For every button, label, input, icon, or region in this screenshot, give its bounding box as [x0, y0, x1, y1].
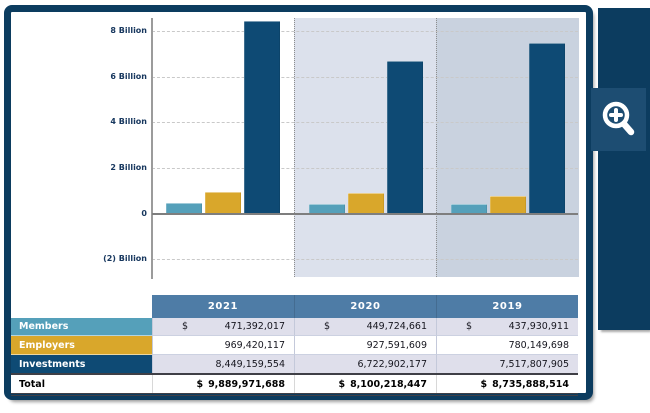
chart-panel-2020: [294, 18, 437, 277]
currency-symbol: $: [338, 378, 346, 390]
cell-members-2019: $ 437,930,911: [436, 318, 578, 336]
table-row-employers: Employers 969,420,117 927,591,609 780,14…: [11, 336, 578, 355]
bar-group-2020: [295, 60, 437, 214]
cell-value: 9,889,971,688: [208, 378, 285, 390]
cell-value: 780,149,698: [508, 339, 569, 351]
right-sidebar: [598, 8, 650, 330]
zoom-in-magnifier-icon: [599, 99, 639, 141]
stacked-year-bar-chart: 8 Billion 6 Billion 4 Billion 2 Billion …: [11, 12, 586, 292]
bar-investments-2020: [387, 60, 423, 214]
zero-baseline: [152, 213, 578, 215]
y-tick-6-billion: 6 Billion: [110, 72, 147, 81]
currency-symbol: $: [480, 378, 488, 390]
bar-investments-2019: [529, 42, 565, 214]
cell-value: 8,100,218,447: [350, 378, 427, 390]
cell-investments-2019: 7,517,807,905: [436, 355, 578, 373]
cell-members-2021: $ 471,392,017: [152, 318, 294, 336]
table-row-investments: Investments 8,449,159,554 6,722,902,177 …: [11, 355, 578, 373]
table-row-members: Members $ 471,392,017 $ 449,724,661 $ 43…: [11, 318, 578, 336]
y-axis-line: [151, 18, 153, 279]
cell-value: 8,735,888,514: [492, 378, 569, 390]
bar-investments-2021: [244, 21, 280, 214]
zoom-in-button[interactable]: [591, 88, 646, 151]
chart-panel-2019: [436, 18, 579, 277]
bar-group-2019: [437, 42, 579, 214]
financial-report-card: 8 Billion 6 Billion 4 Billion 2 Billion …: [4, 5, 593, 400]
cell-value: 449,724,661: [366, 321, 427, 332]
cell-value: 471,392,017: [224, 321, 285, 332]
y-tick-2-billion: 2 Billion: [110, 163, 147, 172]
currency-symbol: $: [324, 321, 331, 332]
table-row-total: Total $ 9,889,971,688 $ 8,100,218,447 $ …: [11, 373, 578, 396]
bar-employers-2021: [205, 191, 241, 214]
cell-employers-2019: 780,149,698: [436, 336, 578, 355]
cell-value: 7,517,807,905: [499, 358, 569, 370]
y-tick-4-billion: 4 Billion: [110, 117, 147, 126]
cell-employers-2021: 969,420,117: [152, 336, 294, 355]
row-label-employers: Employers: [11, 336, 152, 355]
cell-value: 437,930,911: [508, 321, 569, 332]
table-header-2019: 2019: [436, 295, 578, 318]
row-label-total: Total: [11, 375, 152, 393]
bar-employers-2020: [348, 192, 384, 214]
gridline-2b: [152, 168, 578, 169]
cell-value: 6,722,902,177: [357, 358, 427, 370]
gridline-4b: [152, 122, 578, 123]
table-header-row: 2021 2020 2019: [152, 295, 578, 318]
cell-investments-2020: 6,722,902,177: [294, 355, 436, 373]
currency-symbol: $: [196, 378, 204, 390]
cell-value: 969,420,117: [224, 339, 285, 351]
y-tick-8-billion: 8 Billion: [110, 26, 147, 35]
cell-total-2019: $ 8,735,888,514: [436, 375, 578, 393]
currency-symbol: $: [466, 321, 473, 332]
gridline-6b: [152, 77, 578, 78]
cell-total-2021: $ 9,889,971,688: [152, 375, 294, 393]
bar-members-2020: [309, 203, 345, 214]
cell-investments-2021: 8,449,159,554: [152, 355, 294, 373]
bar-members-2019: [451, 204, 487, 214]
gridline-neg2b: [152, 259, 578, 260]
row-label-investments: Investments: [11, 355, 152, 373]
y-tick-zero: 0: [141, 209, 147, 218]
bar-members-2021: [166, 203, 202, 214]
cell-members-2020: $ 449,724,661: [294, 318, 436, 336]
chart-panel-2021: [152, 18, 294, 277]
cell-value: 927,591,609: [366, 339, 427, 351]
bar-group-2021: [152, 21, 294, 214]
cell-value: 8,449,159,554: [215, 358, 285, 370]
row-label-members: Members: [11, 318, 152, 336]
y-tick-neg2-billion: (2) Billion: [103, 254, 147, 263]
currency-symbol: $: [182, 321, 189, 332]
gridline-8b: [152, 31, 578, 32]
cell-employers-2020: 927,591,609: [294, 336, 436, 355]
cell-total-2020: $ 8,100,218,447: [294, 375, 436, 393]
bar-employers-2019: [490, 196, 526, 214]
table-header-2020: 2020: [294, 295, 436, 318]
table-header-2021: 2021: [207, 301, 239, 312]
